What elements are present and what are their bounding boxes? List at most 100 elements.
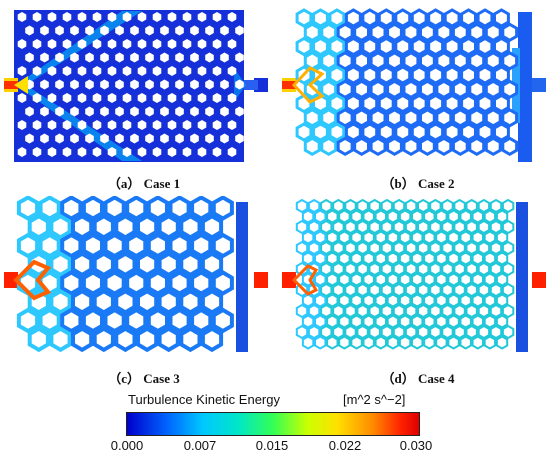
hexagon-cell bbox=[146, 307, 169, 334]
hexagon-cell bbox=[435, 314, 448, 329]
hole bbox=[77, 120, 87, 130]
hexagon-cell bbox=[332, 282, 345, 298]
hexagon-cell bbox=[386, 293, 400, 308]
hole bbox=[227, 120, 237, 130]
hexagon-cell bbox=[49, 251, 72, 278]
hole bbox=[107, 147, 117, 157]
hexagon-cell bbox=[477, 324, 491, 340]
hexagon-cell bbox=[468, 22, 486, 43]
hexagon-cell bbox=[411, 251, 424, 266]
hexagon-cell bbox=[477, 198, 491, 214]
hole bbox=[197, 93, 207, 103]
hexagon-cell bbox=[125, 307, 148, 334]
hexagon-cell bbox=[338, 209, 351, 224]
hole bbox=[145, 106, 154, 117]
hexagon-cell bbox=[295, 198, 309, 214]
hexagon-cell bbox=[356, 282, 369, 298]
hexagon-cell bbox=[386, 251, 400, 266]
hexagon-cell bbox=[303, 51, 321, 71]
hexagon-cell bbox=[386, 314, 400, 329]
hexagon-cell bbox=[429, 261, 442, 277]
hexagon-cell bbox=[380, 240, 394, 256]
hexagon-cell bbox=[468, 136, 486, 157]
hexagon-cell bbox=[477, 261, 491, 277]
hole bbox=[235, 25, 244, 36]
hexagon-cell bbox=[435, 209, 448, 224]
hexagon-cell bbox=[353, 136, 370, 157]
hole bbox=[92, 12, 102, 22]
hole bbox=[100, 25, 109, 36]
hole bbox=[220, 106, 229, 117]
hexagon-cell bbox=[350, 293, 363, 308]
hexagon-cell bbox=[362, 293, 375, 308]
hexagon-cell bbox=[386, 108, 403, 128]
hole bbox=[25, 106, 34, 117]
hexagon-cell bbox=[336, 79, 354, 100]
hexagon-cell bbox=[92, 288, 115, 315]
hexagon-cell bbox=[483, 314, 497, 329]
hexagon-cell bbox=[369, 22, 387, 43]
hexagon-cell bbox=[411, 272, 424, 287]
hexagon-cell bbox=[338, 314, 351, 329]
hexagon-cell bbox=[328, 122, 346, 142]
hexagon-cell bbox=[320, 136, 338, 157]
hexagon-cell bbox=[344, 198, 357, 214]
hole bbox=[122, 93, 132, 103]
hexagon-cell bbox=[427, 65, 445, 85]
hexagon-cell bbox=[136, 251, 159, 278]
hexagon-cell bbox=[353, 51, 370, 71]
hexagon-cell bbox=[392, 282, 406, 298]
hexagon-cell bbox=[350, 335, 363, 350]
hole bbox=[182, 147, 192, 157]
hexagon-cell bbox=[495, 251, 509, 266]
hexagon-cell bbox=[49, 213, 72, 240]
hexagon-cell bbox=[495, 230, 509, 245]
colorbar-tick: 0.007 bbox=[183, 438, 217, 453]
hole bbox=[175, 52, 184, 63]
hole bbox=[190, 25, 199, 36]
hexagon-cell bbox=[103, 270, 126, 296]
hole bbox=[152, 12, 162, 22]
hole bbox=[32, 120, 42, 130]
hole bbox=[175, 106, 184, 117]
hexagon-cell bbox=[377, 122, 395, 142]
hexagon-cell bbox=[443, 65, 461, 85]
hexagon-cell bbox=[60, 232, 83, 259]
hexagon-cell bbox=[332, 240, 345, 256]
hole bbox=[32, 93, 42, 103]
hexagon-cell bbox=[168, 307, 191, 334]
hexagon-cell bbox=[465, 219, 478, 235]
hole bbox=[227, 39, 237, 49]
hexagon-cell bbox=[314, 293, 327, 308]
hole bbox=[235, 79, 244, 90]
hole bbox=[167, 12, 177, 22]
hexagon-cell bbox=[353, 108, 370, 128]
hexagon-cell bbox=[344, 93, 362, 114]
hexagon-cell bbox=[168, 196, 191, 221]
hexagon-cell bbox=[71, 288, 94, 315]
hole bbox=[47, 120, 57, 130]
hole bbox=[62, 39, 72, 49]
hole bbox=[115, 79, 124, 90]
hexagon-cell bbox=[423, 251, 436, 266]
hexagon-cell bbox=[471, 293, 484, 308]
hexagon-cell bbox=[328, 36, 346, 57]
hole bbox=[115, 133, 124, 144]
caption-case-1: （a） Case 1 bbox=[107, 176, 181, 191]
hole bbox=[62, 120, 72, 130]
hexagon-cell bbox=[398, 230, 412, 245]
hole bbox=[92, 93, 102, 103]
hole bbox=[197, 39, 207, 49]
hexagon-cell bbox=[471, 335, 484, 350]
hexagon-cell bbox=[344, 240, 357, 256]
hexagon-cell bbox=[451, 108, 469, 128]
hole bbox=[212, 39, 222, 49]
hexagon-cell bbox=[344, 282, 357, 298]
hole bbox=[25, 133, 34, 144]
hexagon-cell bbox=[312, 8, 329, 28]
hole bbox=[32, 39, 42, 49]
hole bbox=[167, 120, 177, 130]
hole bbox=[62, 147, 72, 157]
hexagon-cell bbox=[314, 335, 327, 350]
hexagon-cell bbox=[495, 209, 509, 224]
